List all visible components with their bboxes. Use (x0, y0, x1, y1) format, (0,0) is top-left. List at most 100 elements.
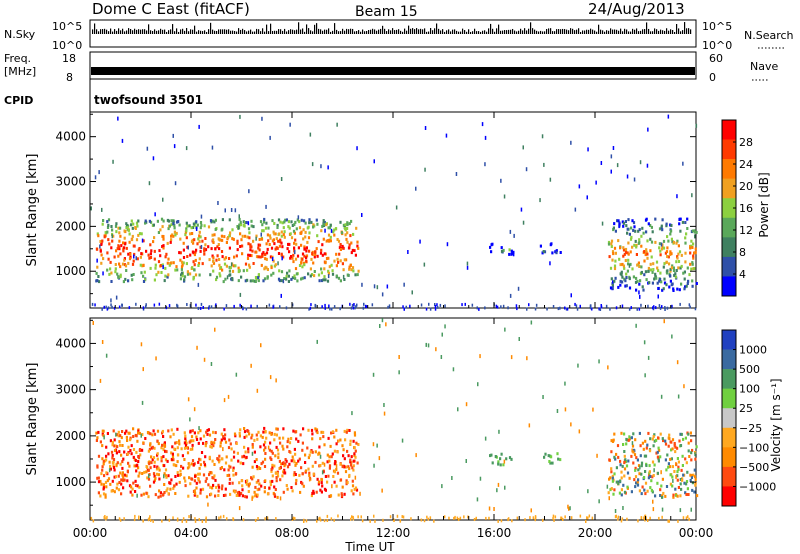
sky-noise-bar (400, 30, 402, 34)
data-cell (649, 262, 652, 266)
data-cell (352, 232, 355, 236)
data-cell (309, 267, 312, 271)
data-cell (255, 433, 258, 437)
sky-noise-bar (170, 29, 172, 34)
data-cell (241, 306, 244, 310)
data-cell (287, 220, 290, 224)
data-cell (485, 516, 487, 520)
data-cell (357, 515, 359, 519)
data-cell (120, 478, 123, 482)
data-cell (637, 464, 641, 468)
data-cell (248, 189, 250, 194)
data-cell (101, 222, 104, 226)
data-cell (457, 407, 459, 412)
data-cell (100, 472, 103, 476)
data-cell (179, 277, 182, 281)
data-cell (117, 116, 119, 121)
data-cell (357, 246, 360, 250)
data-cell (245, 307, 248, 311)
data-cell (224, 256, 228, 260)
data-cell (305, 256, 308, 260)
data-cell (626, 485, 629, 489)
data-cell (664, 251, 667, 255)
colorbar-tick-label: 28 (739, 136, 753, 149)
data-cell (180, 447, 183, 451)
data-cell (94, 303, 96, 307)
colorbar-tick-label: 16 (739, 202, 753, 215)
data-cell (314, 450, 317, 454)
colorbar-segment (722, 276, 736, 297)
data-cell (257, 466, 260, 469)
data-cell (295, 462, 298, 465)
data-cell (183, 441, 186, 445)
data-cell (330, 228, 333, 233)
colorbar-segment (722, 388, 736, 409)
data-cell (148, 447, 151, 451)
data-cell (102, 429, 105, 433)
data-cell (157, 466, 160, 470)
data-cell (341, 244, 344, 248)
data-cell (282, 233, 285, 237)
data-cell (661, 288, 664, 292)
data-cell (352, 492, 355, 496)
data-cell (138, 516, 140, 520)
data-cell (120, 453, 123, 457)
data-cell (193, 479, 196, 483)
data-cell (110, 280, 113, 283)
data-cell (192, 226, 195, 229)
data-cell (108, 242, 111, 246)
data-cell (113, 475, 116, 479)
data-cell (667, 465, 670, 469)
data-cell (256, 304, 258, 308)
data-cell (402, 515, 405, 519)
sky-noise-bar (608, 30, 610, 34)
data-cell (350, 241, 353, 245)
data-cell (528, 423, 531, 428)
data-cell (303, 254, 306, 258)
data-cell (345, 258, 348, 262)
data-cell (153, 432, 157, 436)
data-cell (117, 488, 121, 492)
data-cell (351, 411, 353, 416)
data-cell (156, 219, 159, 223)
data-cell (304, 221, 307, 225)
data-cell (162, 265, 164, 270)
data-cell (182, 256, 186, 259)
data-cell (234, 472, 237, 476)
data-cell (195, 303, 197, 307)
data-cell (647, 476, 650, 480)
data-cell (103, 305, 105, 309)
data-cell (185, 227, 188, 231)
data-cell (657, 269, 660, 273)
data-cell (467, 515, 469, 519)
sky-noise-bar (580, 31, 582, 34)
data-cell (650, 479, 653, 483)
data-cell (335, 442, 338, 446)
data-cell (231, 237, 234, 241)
data-cell (689, 305, 691, 309)
data-cell (695, 445, 698, 449)
data-cell (640, 464, 643, 468)
data-cell (349, 439, 352, 443)
data-cell (96, 265, 99, 269)
data-cell (298, 220, 301, 224)
data-cell (293, 246, 296, 250)
data-cell (670, 237, 673, 241)
data-cell (293, 223, 296, 227)
data-cell (658, 279, 661, 283)
data-cell (247, 242, 250, 246)
data-cell (625, 272, 628, 276)
data-cell (115, 432, 117, 437)
data-cell (316, 234, 319, 238)
data-cell (647, 222, 650, 226)
data-cell (219, 274, 222, 278)
data-cell (273, 493, 276, 497)
data-cell (424, 167, 426, 172)
sky-noise-bar (252, 31, 254, 34)
data-cell (659, 271, 662, 275)
data-cell (161, 225, 164, 229)
sky-noise-bar (676, 24, 678, 34)
data-cell (266, 276, 269, 280)
colorbar-tick-label: −500 (739, 461, 769, 474)
data-cell (182, 261, 185, 265)
